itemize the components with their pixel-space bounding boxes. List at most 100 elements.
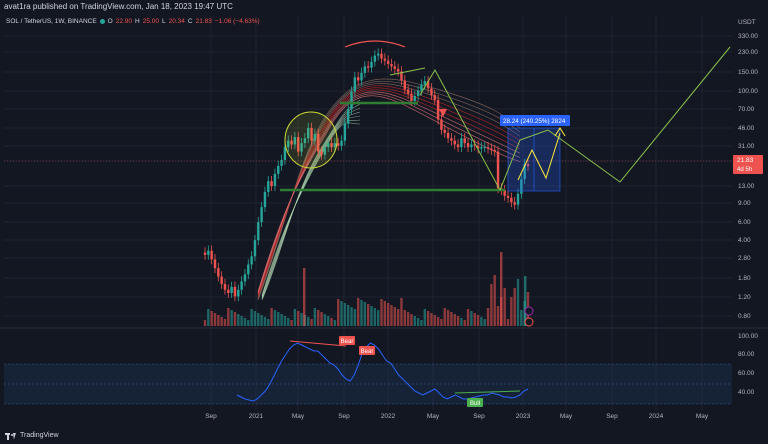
candle	[443, 129, 446, 133]
ribbon-line	[257, 95, 521, 292]
candle	[210, 250, 213, 260]
candle	[233, 286, 237, 297]
oscillator-tick-label: 40.00	[738, 389, 755, 396]
candle	[366, 66, 370, 68]
volume-bar	[223, 319, 227, 326]
time-axis-label: May	[292, 413, 305, 420]
volume-bar	[443, 308, 446, 326]
volume-bar	[300, 313, 303, 326]
candle	[217, 268, 220, 277]
volume-bar	[240, 316, 243, 326]
volume-bar	[233, 312, 237, 326]
published-info: avat1ra published on TradingView.com, Ja…	[4, 2, 233, 11]
volume-bar	[283, 316, 287, 326]
volume-bar	[330, 318, 333, 326]
volume-bar	[463, 320, 466, 326]
volume-bar	[390, 305, 393, 326]
volume-bar	[247, 320, 250, 326]
candle	[227, 289, 230, 294]
footer-bar: TradingView	[0, 428, 768, 444]
price-tick-label: 0.80	[738, 313, 751, 320]
candle	[480, 147, 483, 149]
candle	[270, 181, 273, 187]
volume-bar	[450, 312, 453, 326]
volume-bar	[267, 319, 270, 326]
volume-bar	[277, 312, 280, 326]
candle	[320, 151, 323, 155]
volume-bar	[480, 317, 483, 326]
volume-bar	[263, 317, 267, 326]
candle	[247, 264, 250, 275]
candle	[396, 68, 400, 72]
volume-bar	[260, 315, 263, 326]
price-tick-label: 1.20	[738, 294, 751, 301]
tradingview-brand[interactable]: TradingView	[5, 428, 59, 444]
candle	[436, 99, 440, 120]
volume-bar	[287, 318, 290, 326]
candle	[423, 81, 426, 85]
time-axis-label: Sep	[205, 413, 217, 420]
candle	[463, 138, 466, 144]
volume-bar	[513, 288, 516, 326]
price-tick-label: 100.00	[738, 88, 758, 95]
price-tick-label: 46.00	[738, 125, 755, 132]
time-axis-label: 2023	[516, 413, 531, 420]
volume-bar	[237, 314, 240, 326]
volume-bar	[396, 309, 400, 326]
volume-bar	[483, 319, 486, 326]
candle	[413, 95, 416, 101]
volume-bar	[356, 298, 360, 326]
volume-bar	[393, 307, 397, 326]
candle	[510, 197, 513, 203]
candle	[496, 151, 500, 189]
volume-bar	[243, 318, 247, 326]
bear-signal-badge: Bear	[341, 339, 354, 345]
volume-spike	[500, 252, 503, 326]
volume-bar	[333, 320, 337, 326]
price-tick-label: 13.00	[738, 183, 755, 190]
price-tick-label: 1.80	[738, 275, 751, 282]
volume-bar	[506, 319, 510, 326]
volume-bar	[380, 299, 383, 326]
candle	[260, 207, 263, 223]
volume-bar	[406, 312, 410, 326]
candle	[430, 88, 433, 96]
time-axis-label: May	[696, 413, 709, 420]
moving-average-ribbon	[257, 78, 521, 301]
volume-bar	[273, 310, 277, 326]
volume-bar	[403, 310, 406, 326]
candle	[213, 259, 217, 269]
price-tick-label: 70.00	[738, 106, 755, 113]
volume-bar	[227, 308, 230, 326]
volume-bar	[440, 319, 443, 326]
candle	[290, 140, 293, 145]
candle	[416, 90, 420, 96]
event-calendar-icon	[524, 317, 534, 327]
volume-bar	[466, 309, 470, 326]
publish-bar: avat1ra published on TradingView.com, Ja…	[0, 0, 768, 14]
tradingview-logo-icon	[5, 432, 17, 440]
candle	[386, 60, 390, 64]
price-axis-unit: USDT	[738, 19, 756, 26]
candle	[470, 144, 473, 148]
volume-bar	[270, 308, 273, 326]
symbol-label[interactable]: SOL / TetherUS, 1W, BINANCE	[6, 18, 97, 25]
candle	[323, 147, 327, 155]
volume-bar	[486, 308, 490, 326]
candle	[263, 191, 267, 208]
volume-bar	[426, 311, 430, 326]
candle	[343, 123, 347, 141]
volume-bar	[280, 314, 283, 326]
candle	[223, 284, 227, 290]
projection-path-start	[389, 67, 426, 76]
volume-bar	[493, 275, 496, 326]
time-axis-label: Sep	[338, 413, 350, 420]
candle	[327, 143, 330, 148]
price-tick-label: 9.00	[738, 200, 751, 207]
candle	[383, 58, 387, 61]
close-label: C	[187, 18, 193, 25]
candle	[340, 140, 343, 146]
candle	[490, 148, 493, 151]
candle	[346, 109, 350, 124]
